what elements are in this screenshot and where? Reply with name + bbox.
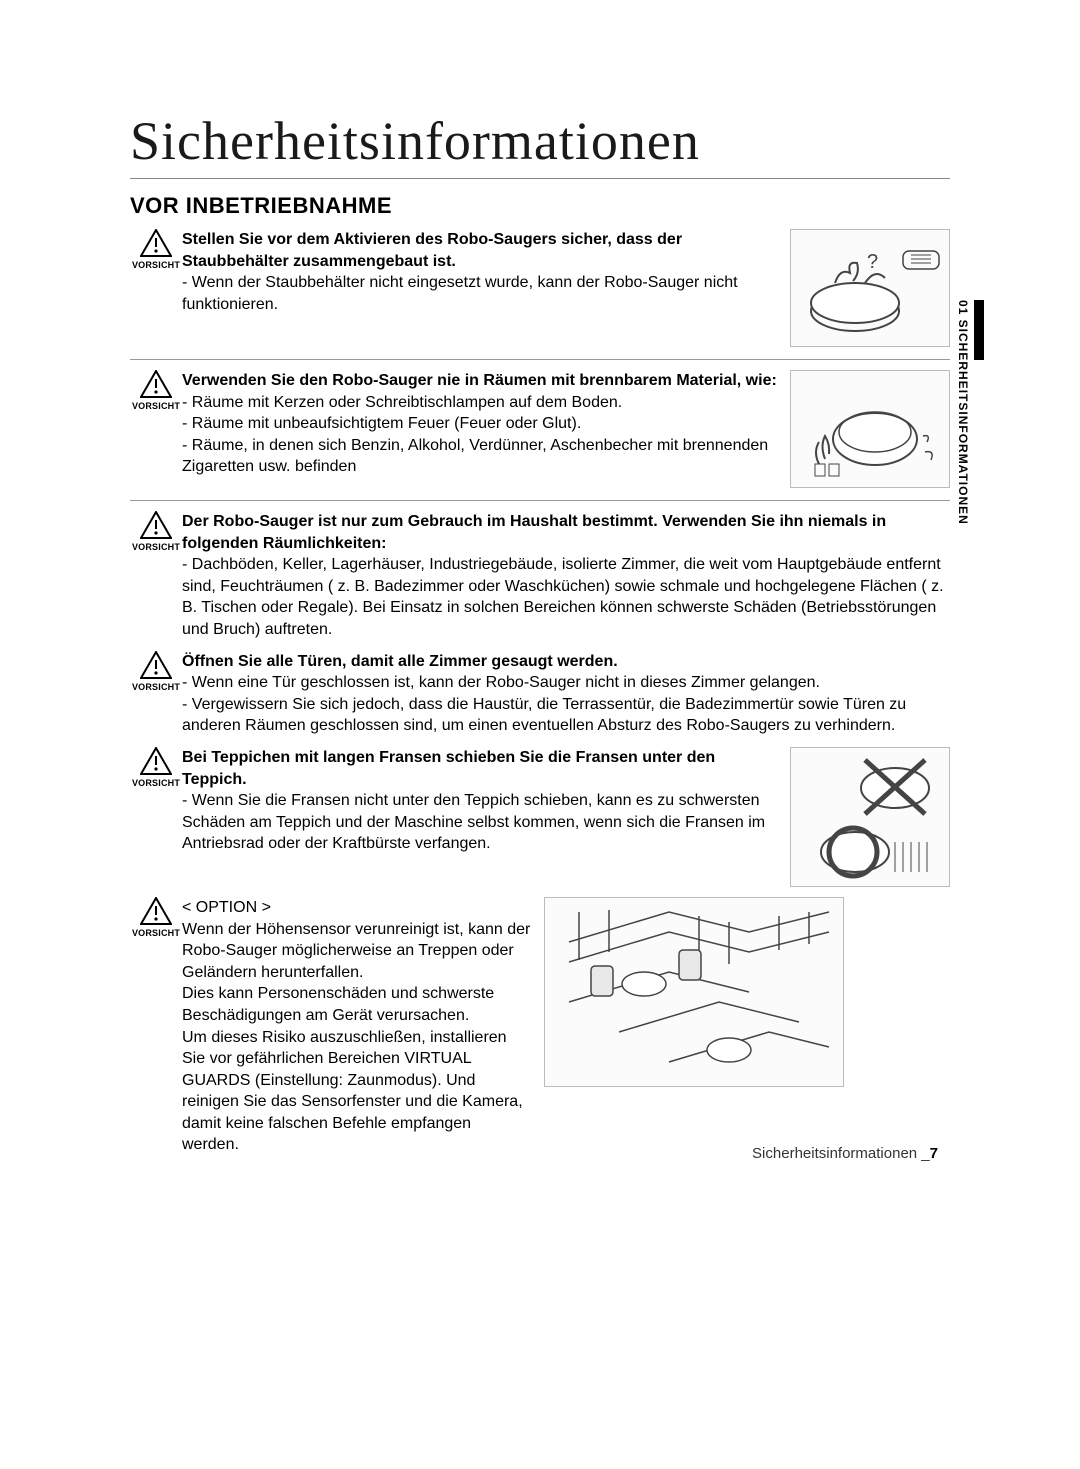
warning-bullet: - Wenn eine Tür geschlossen ist, kann de…: [182, 672, 950, 694]
caution-icon-col: VORSICHT: [130, 651, 182, 692]
caution-icon: [140, 229, 172, 257]
warning-bullet: - Vergewissern Sie sich jedoch, dass die…: [182, 694, 950, 737]
caution-icon: [140, 747, 172, 775]
robot-confused-icon: ?: [795, 233, 945, 343]
divider: [130, 500, 950, 501]
warning-bullet: - Räume mit Kerzen oder Schreibtischlamp…: [182, 392, 778, 414]
caution-icon-col: VORSICHT: [130, 370, 182, 411]
illustration: [790, 370, 950, 488]
caution-label: VORSICHT: [130, 928, 182, 938]
robot-carpet-icon: [795, 752, 945, 882]
warning-content: Verwenden Sie den Robo-Sauger nie in Räu…: [182, 370, 778, 478]
warning-content: < OPTION > Wenn der Höhensensor verunrei…: [182, 897, 532, 1156]
warning-heading: Bei Teppichen mit langen Fransen schiebe…: [182, 747, 778, 790]
warning-content: Öffnen Sie alle Türen, damit alle Zimmer…: [182, 651, 950, 737]
warning-content: Stellen Sie vor dem Aktivieren des Robo-…: [182, 229, 778, 315]
warning-block: VORSICHT < OPTION > Wenn der Höhensensor…: [130, 897, 950, 1156]
caution-icon-col: VORSICHT: [130, 229, 182, 270]
svg-text:?: ?: [867, 251, 878, 273]
warning-content: Der Robo-Sauger ist nur zum Gebrauch im …: [182, 511, 950, 641]
caution-label: VORSICHT: [130, 542, 182, 552]
warning-heading: Verwenden Sie den Robo-Sauger nie in Räu…: [182, 370, 778, 392]
option-label: < OPTION >: [182, 897, 532, 919]
caution-icon-col: VORSICHT: [130, 897, 182, 938]
caution-icon-col: VORSICHT: [130, 747, 182, 788]
footer-text: Sicherheitsinformationen _: [752, 1145, 930, 1162]
warning-bullet: - Dachböden, Keller, Lagerhäuser, Indust…: [182, 554, 950, 640]
illustration: <880 x1="90" y1="6" x2="90" y2="42"/>: [544, 897, 844, 1087]
section-heading: VOR INBETRIEBNAHME: [130, 193, 950, 219]
page-number: 7: [930, 1145, 938, 1162]
caution-icon: [140, 370, 172, 398]
warning-bullet: - Räume mit unbeaufsichtigtem Feuer (Feu…: [182, 413, 778, 435]
warning-block: VORSICHT Der Robo-Sauger ist nur zum Geb…: [130, 511, 950, 641]
warning-bullet: - Räume, in denen sich Benzin, Alkohol, …: [182, 435, 778, 478]
thumb-index-marker: [974, 300, 984, 360]
illustration-box: <880 x1="90" y1="6" x2="90" y2="42"/>: [544, 897, 844, 1087]
divider: [130, 359, 950, 360]
caution-label: VORSICHT: [130, 260, 182, 270]
manual-page: Sicherheitsinformationen VOR INBETRIEBNA…: [0, 0, 1080, 1206]
warning-bullet: - Wenn der Staubbehälter nicht eingesetz…: [182, 272, 778, 315]
caution-icon: [140, 897, 172, 925]
robot-stairs-icon: <880 x1="90" y1="6" x2="90" y2="42"/>: [549, 902, 839, 1082]
warning-block: VORSICHT Öffnen Sie alle Türen, damit al…: [130, 651, 950, 737]
caution-icon: [140, 511, 172, 539]
caution-label: VORSICHT: [130, 401, 182, 411]
warning-block: VORSICHT Verwenden Sie den Robo-Sauger n…: [130, 370, 950, 488]
caution-label: VORSICHT: [130, 682, 182, 692]
warning-heading: Der Robo-Sauger ist nur zum Gebrauch im …: [182, 511, 950, 554]
warning-heading: Öffnen Sie alle Türen, damit alle Zimmer…: [182, 651, 950, 673]
caution-icon-col: VORSICHT: [130, 511, 182, 552]
illustration-box: [790, 747, 950, 887]
side-tab-label: 01 SICHERHEITSINFORMATIONEN: [956, 300, 970, 525]
warning-bullet: - Wenn Sie die Fransen nicht unter den T…: [182, 790, 778, 855]
caution-icon: [140, 651, 172, 679]
warning-content: Bei Teppichen mit langen Fransen schiebe…: [182, 747, 778, 855]
page-title: Sicherheitsinformationen: [130, 110, 950, 179]
illustration: [790, 747, 950, 887]
illustration-box: [790, 370, 950, 488]
page-footer: Sicherheitsinformationen _7: [752, 1145, 938, 1162]
illustration: ?: [790, 229, 950, 347]
warning-heading: Stellen Sie vor dem Aktivieren des Robo-…: [182, 229, 778, 272]
warning-block: VORSICHT Bei Teppichen mit langen Franse…: [130, 747, 950, 887]
caution-label: VORSICHT: [130, 778, 182, 788]
warning-body: Wenn der Höhensensor verunreinigt ist, k…: [182, 919, 532, 1157]
illustration-box: ?: [790, 229, 950, 347]
robot-fire-icon: [795, 374, 945, 484]
warning-block: VORSICHT Stellen Sie vor dem Aktivieren …: [130, 229, 950, 347]
